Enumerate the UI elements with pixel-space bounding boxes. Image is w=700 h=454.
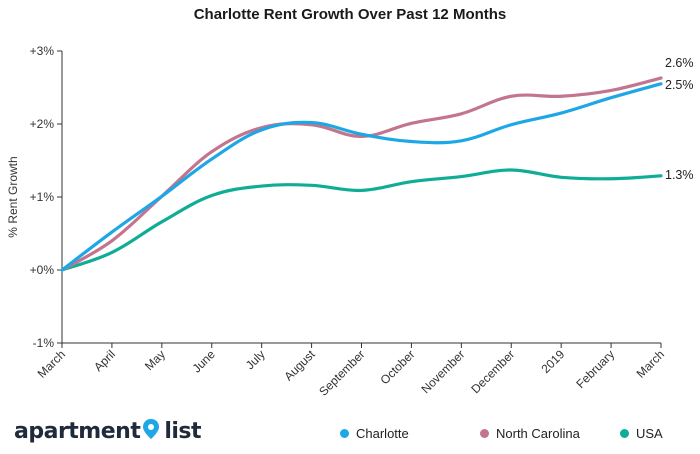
y-tick-label: +3% xyxy=(30,44,55,58)
x-tick-label: March xyxy=(634,347,667,380)
chart-title: Charlotte Rent Growth Over Past 12 Month… xyxy=(193,6,507,23)
legend-label: USA xyxy=(636,426,663,441)
x-tick-label: October xyxy=(377,347,417,387)
end-label-north-carolina: 2.6% xyxy=(665,56,694,70)
y-tick-label: +0% xyxy=(30,263,55,277)
x-tick-label: September xyxy=(316,347,367,398)
x-tick-label: August xyxy=(281,347,318,384)
legend-item-charlotte: Charlotte xyxy=(340,426,409,441)
series-line-north-carolina xyxy=(60,76,663,272)
logo-text-left: apartment xyxy=(14,419,141,444)
legend-dot-charlotte xyxy=(340,429,349,438)
x-tick-label: March xyxy=(35,347,68,380)
y-axis-label: % Rent Growth xyxy=(6,156,20,237)
apartment-list-logo: apartment list xyxy=(14,418,202,444)
legend-label: Charlotte xyxy=(356,426,409,441)
legend-item-north-carolina: North Carolina xyxy=(480,426,580,441)
x-tick-label: June xyxy=(190,347,219,376)
legend-label: North Carolina xyxy=(496,426,580,441)
end-label-usa: 1.3% xyxy=(665,168,694,182)
x-tick-label: December xyxy=(468,347,517,396)
legend-item-usa: USA xyxy=(620,426,663,441)
x-tick-label: July xyxy=(243,347,268,372)
map-pin-icon xyxy=(142,418,160,440)
chart-legend: Charlotte North Carolina USA xyxy=(340,426,700,446)
legend-dot-north-carolina xyxy=(480,429,489,438)
y-tick-label: +2% xyxy=(30,117,55,131)
series-line-usa xyxy=(60,168,663,272)
x-tick-label: 2019 xyxy=(539,347,568,376)
legend-dot-usa xyxy=(620,429,629,438)
x-tick-label: November xyxy=(418,347,467,396)
end-label-charlotte: 2.5% xyxy=(665,78,694,92)
y-tick-label: +1% xyxy=(30,190,55,204)
x-tick-label: February xyxy=(573,347,617,391)
x-tick-label: April xyxy=(91,347,118,374)
x-tick-label: May xyxy=(142,347,168,373)
series-line-charlotte xyxy=(60,82,663,272)
logo-text-right: list xyxy=(164,419,202,444)
y-tick-label: -1% xyxy=(33,336,55,350)
